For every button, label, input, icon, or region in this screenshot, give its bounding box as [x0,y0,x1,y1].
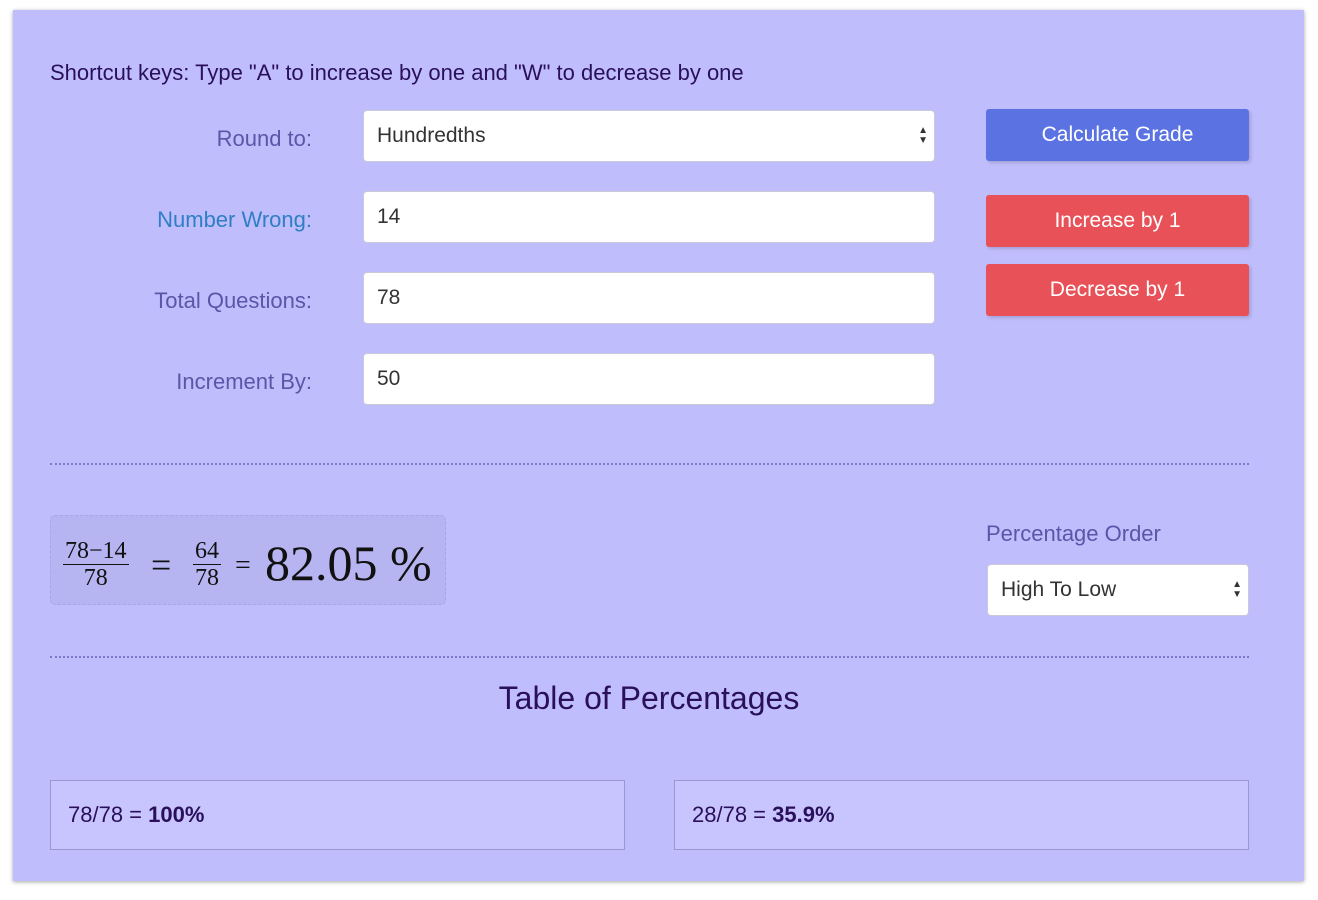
number-wrong-input[interactable]: 14 [363,191,935,243]
round-to-value: Hundredths [377,124,486,147]
divider [50,656,1249,658]
table-title: Table of Percentages [498,680,800,716]
cell-fraction: 78/78 = [68,802,149,827]
increment-by-label: Increment By: [176,369,312,394]
decrease-button[interactable]: Decrease by 1 [986,264,1249,316]
shortcut-hint: Shortcut keys: Type "A" to increase by o… [50,60,744,85]
percentage-order-select[interactable]: High To Low ▲ ▼ [987,564,1249,616]
total-questions-label: Total Questions: [154,288,312,313]
formula-numerator: 78−14 [63,538,129,565]
grade-result: 82.05 % [265,535,432,591]
simplified-denominator: 78 [195,565,219,591]
cell-percent: 35.9% [772,802,835,827]
select-arrows-icon: ▲ ▼ [1232,579,1242,600]
total-questions-input[interactable]: 78 [363,272,935,324]
formula-denominator: 78 [83,565,108,591]
percentage-cell: 78/78 = 100% [50,780,625,850]
increment-by-input[interactable]: 50 [363,353,935,405]
cell-percent: 100% [148,802,205,827]
calculate-grade-button[interactable]: Calculate Grade [986,109,1249,161]
round-to-label: Round to: [216,126,312,151]
percentage-cell: 28/78 = 35.9% [674,780,1249,850]
grade-formula: 78−14 78 = 64 78 = 82.05 % [50,515,446,605]
grade-calculator-panel: Shortcut keys: Type "A" to increase by o… [13,10,1304,881]
select-arrows-icon: ▲ ▼ [918,125,928,146]
cell-fraction: 28/78 = [692,802,773,827]
equals-sign: = [151,545,172,585]
round-to-select[interactable]: Hundredths ▲ ▼ [363,110,935,162]
equals-sign: = [235,550,251,581]
percentage-order-value: High To Low [1001,578,1117,601]
number-wrong-label: Number Wrong: [157,207,312,232]
divider [50,463,1249,465]
percentage-order-label: Percentage Order [986,521,1161,546]
simplified-numerator: 64 [193,538,221,565]
increase-button[interactable]: Increase by 1 [986,195,1249,247]
